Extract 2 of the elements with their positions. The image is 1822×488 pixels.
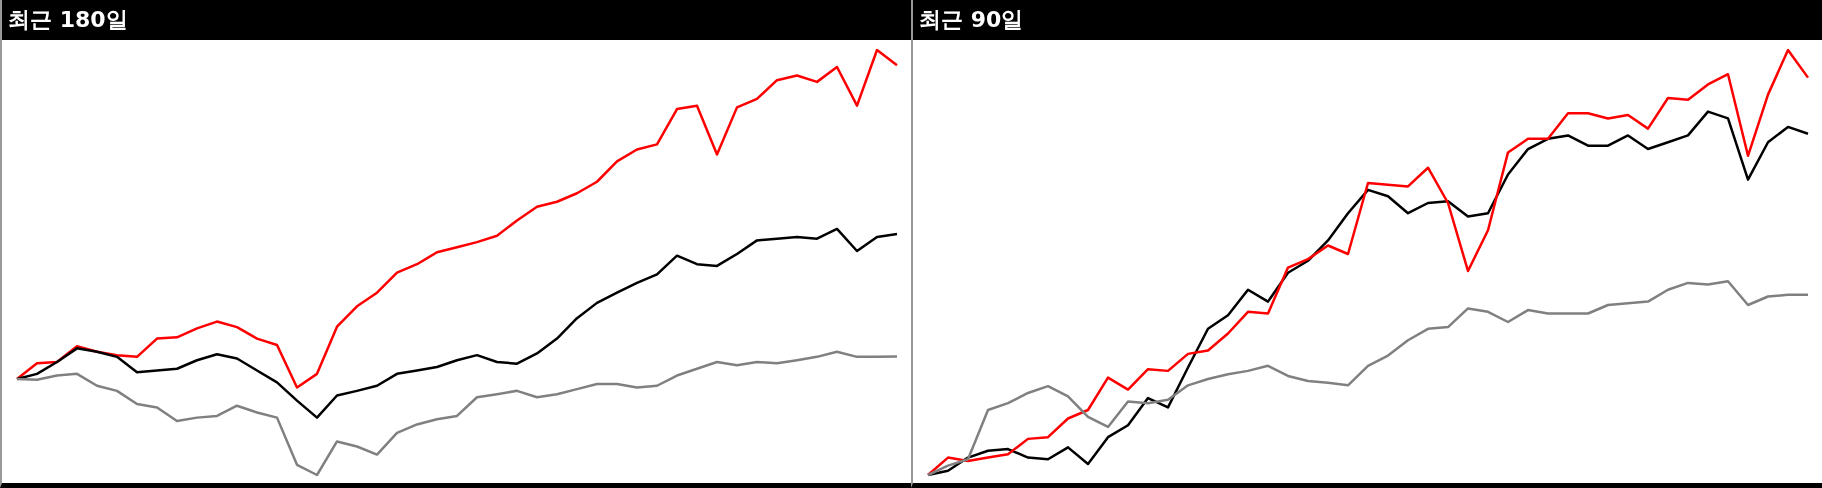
chart-title: 최근 90일 [913,0,1822,40]
chart-title: 최근 180일 [2,0,911,40]
